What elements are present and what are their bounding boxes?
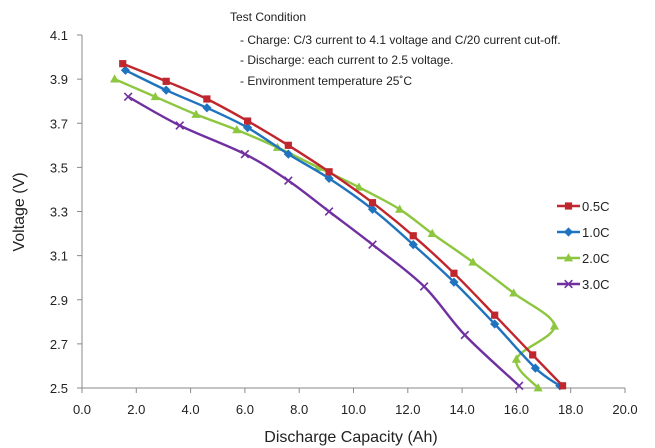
data-point — [509, 288, 519, 297]
data-point — [368, 199, 377, 207]
data-point — [324, 173, 334, 184]
annotation-line: - Charge: C/3 current to 4.1 voltage and… — [240, 33, 561, 47]
y-tick-label: 3.7 — [50, 116, 68, 131]
series-0-5C — [119, 60, 567, 390]
y-tick-label: 3.9 — [50, 72, 68, 87]
series-3-0C — [123, 92, 524, 391]
data-point — [491, 311, 499, 319]
data-point — [563, 227, 574, 237]
data-point — [530, 363, 541, 373]
data-point — [468, 257, 478, 266]
x-tick-label: 6.0 — [236, 402, 254, 417]
data-point — [460, 330, 470, 340]
y-tick-label: 2.7 — [50, 337, 68, 352]
data-point — [162, 77, 170, 85]
data-point — [324, 207, 334, 216]
data-point — [161, 85, 171, 95]
data-point — [408, 239, 418, 250]
y-tick-label: 3.1 — [50, 249, 68, 264]
y-tick-label: 3.3 — [50, 205, 68, 220]
data-point — [284, 141, 292, 149]
x-tick-label: 0.0 — [73, 402, 91, 417]
data-point — [529, 351, 537, 359]
data-point — [243, 123, 253, 133]
data-point — [367, 204, 378, 214]
annotation-line: - Environment temperature 25˚C — [240, 74, 412, 88]
data-point — [511, 354, 521, 363]
data-point — [490, 319, 500, 329]
y-tick-label: 4.1 — [50, 28, 68, 43]
data-point — [150, 91, 160, 101]
y-axis-title: Voltage (V) — [11, 172, 28, 251]
data-point — [175, 121, 185, 130]
x-tick-label: 14.0 — [449, 402, 474, 417]
data-point — [203, 95, 211, 103]
legend-item: 3.0C — [557, 277, 609, 292]
legend-item: 0.5C — [557, 199, 609, 214]
x-tick-label: 12.0 — [395, 402, 420, 417]
data-point — [514, 381, 524, 391]
series-line — [124, 69, 561, 387]
legend-label: 0.5C — [582, 199, 609, 214]
data-point — [120, 65, 131, 75]
data-point — [395, 204, 405, 213]
data-point — [419, 282, 429, 291]
data-point — [368, 240, 377, 249]
data-point — [563, 253, 574, 262]
x-tick-label: 4.0 — [182, 402, 200, 417]
data-point — [427, 228, 437, 237]
annotation-line: - Discharge: each current to 2.5 voltage… — [240, 53, 453, 67]
x-tick-label: 16.0 — [504, 402, 529, 417]
legend-label: 1.0C — [582, 225, 609, 240]
series-line — [127, 95, 520, 387]
data-point — [450, 269, 458, 277]
data-point — [244, 117, 252, 125]
x-axis-title: Discharge Capacity (Ah) — [264, 429, 437, 446]
legend-item: 2.0C — [557, 251, 609, 266]
series-1-0C — [120, 65, 565, 391]
data-point — [409, 232, 417, 240]
legend-item: 1.0C — [557, 225, 609, 240]
data-point — [123, 92, 133, 102]
data-point — [564, 279, 573, 289]
data-point — [202, 103, 212, 113]
data-point — [232, 125, 242, 134]
data-point — [533, 383, 543, 392]
legend-label: 2.0C — [582, 251, 609, 266]
x-tick-label: 10.0 — [341, 402, 366, 417]
y-tick-label: 3.5 — [50, 160, 68, 175]
data-point — [119, 60, 127, 68]
data-point — [191, 109, 201, 118]
data-point — [354, 182, 364, 191]
data-point — [283, 149, 293, 159]
y-tick-label: 2.9 — [50, 293, 68, 308]
data-point — [325, 168, 333, 176]
annotation-title: Test Condition — [230, 10, 306, 24]
data-point — [549, 321, 560, 330]
data-point — [283, 176, 293, 185]
x-tick-label: 8.0 — [290, 402, 308, 417]
data-point — [449, 277, 459, 287]
x-tick-label: 18.0 — [558, 402, 583, 417]
data-point — [558, 382, 567, 390]
plot-area: 2.5 2.7 2.9 3.1 3.3 3.5 3.7 3.9 4.1 0.0 2.0 4.0 6.0 8… — [50, 28, 638, 417]
series-2-0C — [109, 74, 560, 392]
data-point — [240, 149, 250, 159]
legend: 0.5C 1.0C 2.0C 3.0C — [557, 199, 609, 292]
x-tick-label: 2.0 — [127, 402, 145, 417]
data-point — [109, 74, 120, 83]
legend-label: 3.0C — [582, 277, 609, 292]
y-tick-label: 2.5 — [50, 381, 68, 396]
x-tick-label: 20.0 — [612, 402, 637, 417]
data-point — [564, 202, 573, 210]
data-point — [313, 162, 323, 171]
